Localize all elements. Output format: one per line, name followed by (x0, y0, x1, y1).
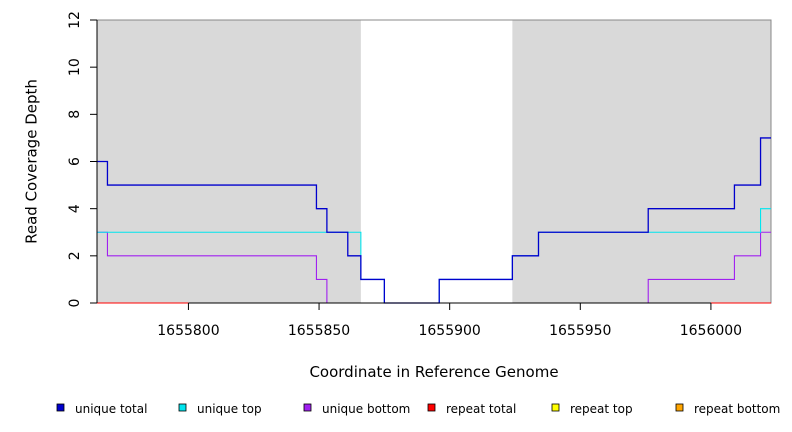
legend-label-repeat-total: repeat total (446, 402, 516, 416)
legend-label-unique-total: unique total (75, 402, 147, 416)
x-axis: 1655800 1655850 1655900 1655950 1656000 (157, 302, 742, 339)
legend-label-unique-top: unique top (197, 402, 262, 416)
legend: unique total unique top unique bottom repea… (56, 402, 780, 416)
x-tick-label: 1655800 (157, 323, 219, 339)
x-tick-label: 1656000 (680, 323, 742, 339)
legend-label-repeat-top: repeat top (570, 402, 633, 416)
legend-swatch-unique-top (178, 403, 187, 412)
legend-label-unique-bottom: unique bottom (322, 402, 410, 416)
legend-swatch-repeat-bottom (675, 403, 684, 412)
x-axis-title: Coordinate in Reference Genome (309, 363, 558, 381)
y-axis-title: Read Coverage Depth (23, 79, 41, 244)
x-tick-label: 1655900 (418, 323, 480, 339)
y-tick-label: 6 (67, 157, 83, 166)
legend-swatch-repeat-top (551, 403, 560, 412)
y-tick-label: 10 (67, 58, 83, 76)
shaded-regions (97, 20, 771, 303)
x-tick-label: 1655850 (288, 323, 350, 339)
legend-swatch-unique-total (56, 403, 65, 412)
y-tick-label: 8 (67, 110, 83, 119)
legend-swatch-unique-bottom (303, 403, 312, 412)
y-tick-label: 4 (67, 204, 83, 213)
y-tick-label: 12 (67, 11, 83, 29)
y-tick-label: 2 (67, 251, 83, 260)
y-tick-label: 0 (67, 299, 83, 308)
legend-swatch-repeat-total (427, 403, 436, 412)
x-tick-label: 1655950 (549, 323, 611, 339)
legend-label-repeat-bottom: repeat bottom (694, 402, 780, 416)
shaded-region-1 (97, 20, 361, 303)
y-axis: 0 2 4 6 8 10 12 (67, 11, 98, 308)
shaded-region-2 (512, 20, 771, 303)
